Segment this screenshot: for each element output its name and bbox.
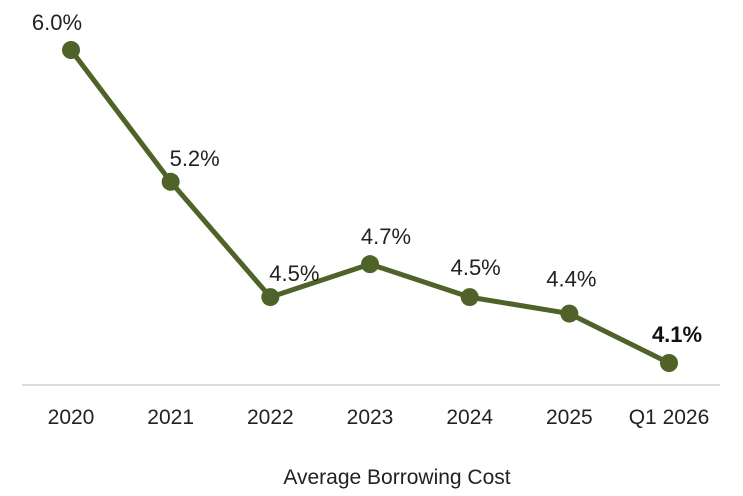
data-label-2025: 4.4% (546, 267, 596, 292)
data-labels: 6.0% 5.2% 4.5% 4.7% 4.5% 4.4% 4.1% (32, 10, 702, 347)
series-line (69, 48, 671, 366)
x-tick-labels: 2020 2021 2022 2023 2024 2025 Q1 2026 (48, 406, 710, 429)
data-point-2020 (62, 41, 80, 59)
data-point-2022 (261, 288, 280, 307)
data-label-2022: 4.5% (269, 261, 319, 286)
data-label-2023: 4.7% (361, 224, 411, 249)
x-tick-2021: 2021 (147, 406, 194, 429)
x-tick-2022: 2022 (247, 406, 294, 429)
data-label-2024: 4.5% (451, 255, 501, 280)
x-tick-2020: 2020 (48, 406, 95, 429)
x-axis-title: Average Borrowing Cost (283, 466, 510, 489)
x-tick-q1-2026: Q1 2026 (629, 406, 710, 429)
data-point-2023 (361, 255, 380, 274)
data-label-q1-2026: 4.1% (652, 322, 702, 347)
data-points (62, 41, 679, 372)
data-label-2020: 6.0% (32, 10, 82, 35)
data-point-2024 (460, 288, 479, 307)
x-tick-2025: 2025 (546, 406, 593, 429)
x-tick-2024: 2024 (446, 406, 493, 429)
data-point-2021 (161, 172, 180, 191)
x-tick-2023: 2023 (347, 406, 394, 429)
data-label-2021: 5.2% (170, 146, 220, 171)
data-point-2025 (560, 304, 579, 323)
data-point-q1-2026 (660, 354, 679, 372)
